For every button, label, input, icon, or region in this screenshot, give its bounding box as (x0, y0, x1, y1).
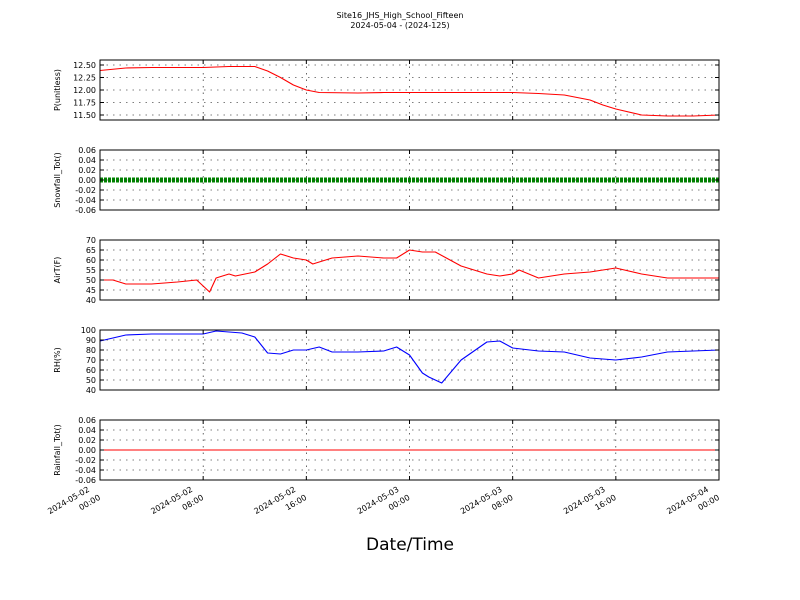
y-tick-label: 60 (86, 366, 96, 375)
y-axis-label: RH(%) (53, 347, 62, 372)
y-tick-label: 0.02 (78, 166, 96, 175)
y-tick-label: 55 (86, 266, 96, 275)
y-tick-label: -0.06 (75, 476, 96, 485)
y-tick-label: 40 (86, 296, 96, 305)
y-tick-label: -0.02 (75, 456, 96, 465)
y-axis-label: Snowfall_Tot() (53, 152, 62, 208)
y-tick-label: 0.02 (78, 436, 96, 445)
axes-frame (99, 329, 720, 391)
y-axis-label: Rainfall_Tot() (53, 424, 62, 476)
chart-subtitle: 2024-05-04 - (2024-125) (350, 21, 450, 30)
y-tick-label: 40 (86, 386, 96, 395)
y-tick-label: -0.04 (75, 466, 96, 475)
y-tick-label: -0.02 (75, 186, 96, 195)
y-tick-label: 70 (86, 356, 96, 365)
chart-title: Site16_JHS_High_School_Fifteen (336, 11, 464, 20)
y-tick-label: 12.00 (73, 86, 96, 95)
y-tick-label: 50 (86, 276, 96, 285)
y-tick-label: 0.06 (78, 146, 96, 155)
y-tick-label: 50 (86, 376, 96, 385)
y-tick-label: 0.06 (78, 416, 96, 425)
y-tick-label: 65 (86, 246, 96, 255)
series-line (99, 330, 720, 384)
x-axis-label: Date/Time (366, 535, 454, 555)
y-tick-label: 0.00 (78, 176, 96, 185)
y-axis-label: AirT(F) (53, 257, 62, 284)
y-tick-label: 45 (86, 286, 96, 295)
y-tick-label: 60 (86, 256, 96, 265)
y-axis-label: P(unitless) (53, 69, 62, 111)
y-tick-label: 90 (86, 336, 96, 345)
series-line (99, 65, 720, 117)
y-tick-label: 12.50 (73, 61, 96, 70)
y-tick-label: 70 (86, 236, 96, 245)
y-tick-label: 12.25 (73, 74, 96, 83)
y-tick-label: 0.04 (78, 426, 96, 435)
y-tick-label: 80 (86, 346, 96, 355)
y-tick-label: 11.50 (73, 111, 96, 120)
y-tick-label: 11.75 (73, 99, 96, 108)
y-tick-label: 100 (81, 326, 96, 335)
y-tick-label: 0.00 (78, 446, 96, 455)
series-line (100, 249, 719, 293)
y-tick-label: -0.04 (75, 196, 96, 205)
y-tick-label: -0.06 (75, 206, 96, 215)
y-tick-label: 0.04 (78, 156, 96, 165)
